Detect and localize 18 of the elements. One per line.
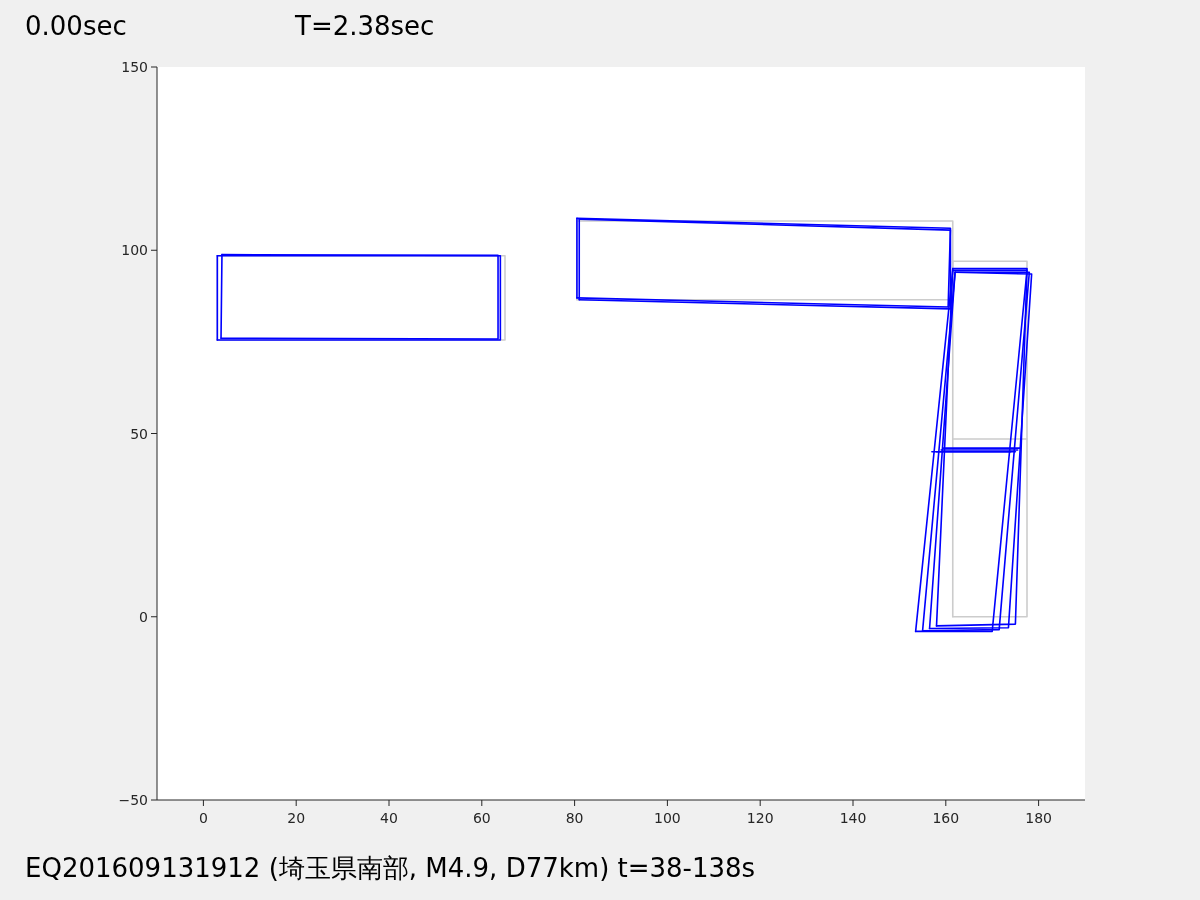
y-tick-label: 100 bbox=[121, 242, 148, 259]
x-tick-label: 0 bbox=[198, 810, 208, 826]
text: T=2.38sec bbox=[294, 11, 435, 41]
y-tick-label: 50 bbox=[130, 425, 148, 442]
y-tick-label: −50 bbox=[118, 792, 148, 808]
x-tick-label: 20 bbox=[287, 810, 306, 826]
x-tick-label: 100 bbox=[654, 810, 681, 826]
x-tick-label: 40 bbox=[380, 810, 398, 826]
y-tick-label: 150 bbox=[121, 59, 148, 75]
x-tick-label: 80 bbox=[565, 810, 584, 826]
x-tick-label: 140 bbox=[839, 810, 867, 826]
y-tick-label: 0 bbox=[139, 608, 148, 625]
text: EQ201609131912 (埼玉県南部, M4.9, D77km) t=38-138s bbox=[25, 853, 756, 883]
text: 0.00sec bbox=[25, 11, 127, 41]
x-tick-label: 60 bbox=[472, 810, 491, 826]
x-tick-label: 160 bbox=[932, 810, 960, 826]
x-tick-label: 180 bbox=[1025, 810, 1052, 826]
x-tick-label: 120 bbox=[746, 810, 774, 826]
